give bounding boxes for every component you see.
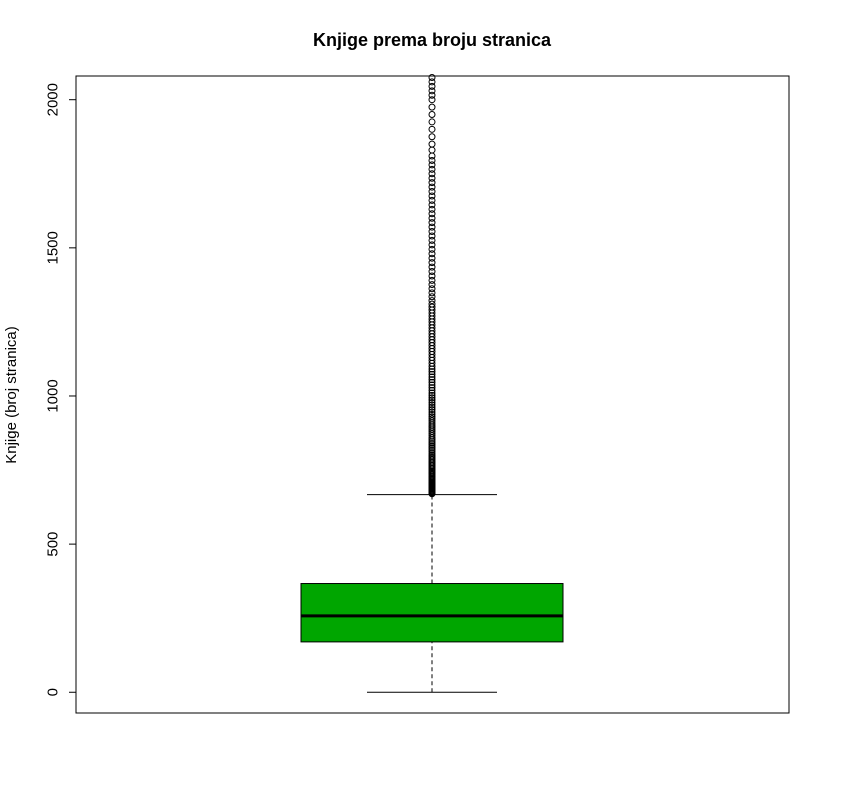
outlier-point — [428, 289, 436, 297]
outlier-point — [428, 406, 436, 414]
outlier-point — [428, 297, 436, 305]
outlier-point — [428, 118, 436, 126]
y-tick-label: 2000 — [44, 83, 61, 116]
outlier-point — [428, 276, 436, 284]
outlier-point — [428, 293, 436, 301]
outlier-point — [428, 146, 436, 154]
outlier-point — [428, 370, 436, 378]
outlier-point — [428, 156, 436, 164]
outlier-point — [428, 263, 436, 271]
outlier-point — [428, 403, 436, 411]
y-tick-label: 1500 — [44, 231, 61, 264]
outlier-point — [428, 241, 436, 249]
outlier-point — [428, 170, 436, 178]
outlier-point — [428, 140, 436, 148]
outlier-point — [428, 210, 436, 218]
outlier-point — [428, 378, 436, 386]
outlier-point — [428, 384, 436, 392]
outlier-point — [428, 245, 436, 253]
outlier-point — [428, 87, 436, 95]
y-tick-label: 500 — [44, 532, 61, 557]
outlier-point — [428, 368, 436, 376]
outlier-point — [428, 111, 436, 119]
outlier-point — [428, 408, 436, 416]
outlier-point — [428, 161, 436, 169]
outlier-point — [428, 254, 436, 262]
outlier-point — [428, 165, 436, 173]
outlier-point — [428, 183, 436, 191]
outlier-point — [428, 82, 436, 90]
outlier-point — [428, 272, 436, 280]
outlier-point — [428, 386, 436, 394]
outlier-point — [428, 389, 436, 397]
outlier-point — [428, 285, 436, 293]
outlier-point — [428, 300, 436, 308]
outlier-point — [428, 73, 436, 81]
y-tick-label: 0 — [44, 688, 61, 696]
outlier-point — [428, 201, 436, 209]
outlier-points — [428, 73, 436, 498]
outlier-point — [428, 192, 436, 200]
outlier-point — [428, 125, 436, 133]
outlier-point — [428, 398, 436, 406]
outlier-point — [428, 250, 436, 258]
y-tick-label: 1000 — [44, 379, 61, 412]
outlier-point — [428, 281, 436, 289]
outlier-point — [428, 205, 436, 213]
y-axis-label: Knjige (broj stranica) — [3, 326, 20, 464]
outlier-point — [428, 417, 436, 425]
interquartile-box — [300, 583, 564, 643]
outlier-point — [428, 268, 436, 276]
outlier-point — [428, 376, 436, 384]
chart-title: Knjige prema broju stranica — [313, 30, 552, 50]
outlier-point — [428, 78, 436, 86]
y-axis: 0 500 1000 1500 2000 — [44, 83, 77, 696]
outlier-point — [428, 415, 436, 423]
outlier-point — [428, 381, 436, 389]
outlier-point — [428, 373, 436, 381]
outlier-point — [428, 188, 436, 196]
outlier-point — [428, 91, 436, 99]
outlier-point — [428, 214, 436, 222]
outlier-point — [428, 413, 436, 421]
outlier-point — [428, 223, 436, 231]
outlier-point — [428, 196, 436, 204]
boxplot — [300, 494, 564, 693]
outlier-point — [428, 410, 436, 418]
outlier-point — [428, 174, 436, 182]
outlier-point — [428, 228, 436, 236]
outlier-point — [428, 259, 436, 267]
outlier-point — [428, 103, 436, 111]
outlier-point — [428, 396, 436, 404]
outlier-point — [428, 179, 436, 187]
outlier-point — [428, 394, 436, 402]
outlier-point — [428, 219, 436, 227]
outlier-point — [428, 152, 436, 160]
outlier-point — [428, 401, 436, 409]
outlier-point — [428, 133, 436, 141]
outlier-point — [428, 303, 436, 311]
outlier-point — [428, 391, 436, 399]
outlier-point — [428, 232, 436, 240]
outlier-point — [428, 96, 436, 104]
outlier-point — [428, 236, 436, 244]
